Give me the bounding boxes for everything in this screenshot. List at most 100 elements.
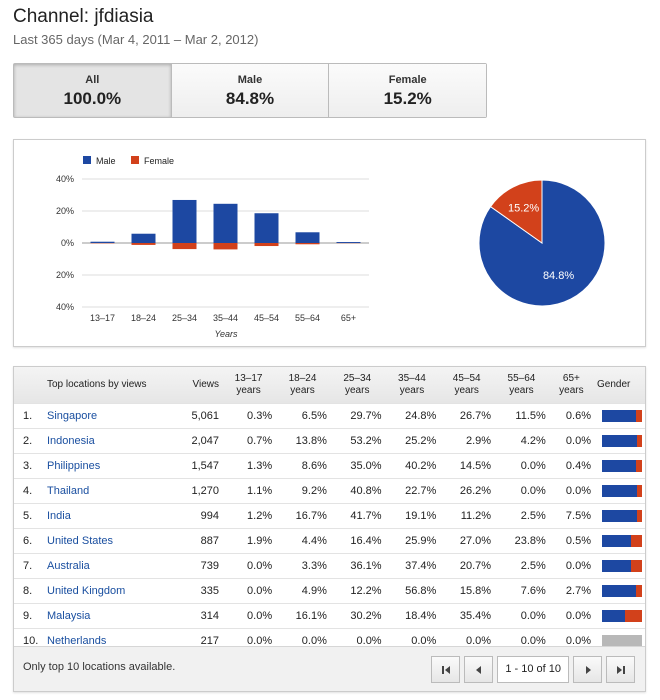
gender-female-segment bbox=[636, 409, 642, 422]
tab-all-label: All bbox=[85, 74, 100, 86]
table-row: 5. India 994 1.2% 16.7% 41.7% 19.1% 11.2% 2.5% 7.… bbox=[14, 503, 645, 528]
age-share-cell: 40.8% bbox=[350, 484, 382, 497]
age-share-cell: 11.5% bbox=[515, 409, 546, 422]
table-row: 1. Singapore 5,061 0.3% 6.5% 29.7% 24.8% 26.7% 1… bbox=[14, 403, 645, 428]
gender-female-segment bbox=[636, 434, 642, 447]
top-locations-table: Top locations by views Views 13–17 years… bbox=[14, 367, 645, 653]
location-link[interactable]: India bbox=[47, 509, 71, 522]
header-gender[interactable]: Gender bbox=[597, 378, 631, 390]
header-age-25-34[interactable]: 25–34 years bbox=[343, 372, 372, 396]
views-cell: 739 bbox=[200, 559, 219, 572]
tab-male-value: 84.8% bbox=[225, 89, 275, 108]
gender-male-segment bbox=[602, 484, 637, 497]
row-index: 8. bbox=[23, 584, 33, 597]
row-index: 6. bbox=[23, 534, 33, 547]
gender-cell bbox=[594, 453, 645, 478]
gender-female-segment bbox=[636, 584, 642, 597]
age-share-cell: 56.8% bbox=[405, 584, 437, 597]
header-views[interactable]: Views bbox=[192, 378, 220, 390]
age-share-cell: 0.7% bbox=[247, 434, 273, 447]
header-age-65-plus[interactable]: 65+ years bbox=[559, 372, 584, 396]
location-link[interactable]: Australia bbox=[47, 559, 90, 572]
age-share-cell: 0.0% bbox=[520, 459, 546, 472]
age-share-cell: 15.8% bbox=[459, 584, 492, 597]
location-link[interactable]: Malaysia bbox=[47, 609, 91, 622]
gender-male-segment bbox=[602, 584, 636, 597]
views-cell: 1,547 bbox=[191, 459, 219, 472]
tab-all-value: 100.0% bbox=[63, 89, 122, 108]
age-share-cell: 0.5% bbox=[565, 534, 591, 547]
age-share-cell: 4.4% bbox=[301, 534, 327, 547]
gender-cell bbox=[594, 528, 645, 553]
age-share-cell: 4.9% bbox=[301, 584, 327, 597]
first-page-icon bbox=[441, 665, 450, 674]
age-share-cell: 12.2% bbox=[350, 584, 382, 597]
gender-male-segment bbox=[602, 509, 637, 522]
age-share-cell: 8.6% bbox=[301, 459, 327, 472]
pie-slice-label: 15.2% bbox=[508, 202, 539, 214]
demographics-chart-panel: 40% 20% 0% 20% 40% 13–17 18–24 25–34 35–44 45–54 5… bbox=[13, 139, 646, 347]
tab-all[interactable]: All 100.0% bbox=[14, 64, 172, 117]
date-range-subtitle: Last 365 days (Mar 4, 2011 – Mar 2, 2012… bbox=[13, 32, 259, 47]
y-tick-label: 20% bbox=[56, 206, 74, 216]
location-link[interactable]: Philippines bbox=[47, 459, 101, 472]
age-share-cell: 26.2% bbox=[459, 484, 492, 497]
gender-unknown-segment bbox=[602, 634, 642, 647]
age-share-cell: 30.2% bbox=[350, 609, 382, 622]
gender-female-segment bbox=[636, 459, 642, 472]
age-share-cell: 0.0% bbox=[356, 634, 382, 647]
age-share-cell: 11.2% bbox=[460, 509, 492, 522]
y-tick-label: 40% bbox=[56, 302, 74, 312]
table-row: 10. Netherlands 217 0.0% 0.0% 0.0% 0.0% 0.0% 0.0… bbox=[14, 628, 645, 653]
table-row: 4. Thailand 1,270 1.1% 9.2% 40.8% 22.7% 26.2% 0.… bbox=[14, 478, 645, 503]
row-index: 1. bbox=[23, 409, 33, 422]
next-page-icon bbox=[585, 665, 591, 674]
row-index: 5. bbox=[23, 509, 33, 522]
location-link[interactable]: Thailand bbox=[47, 484, 90, 497]
age-share-cell: 0.0% bbox=[520, 484, 546, 497]
age-share-cell: 0.0% bbox=[565, 609, 591, 622]
age-share-cell: 0.0% bbox=[301, 634, 327, 647]
location-link[interactable]: Singapore bbox=[47, 409, 98, 422]
previous-page-button[interactable] bbox=[464, 656, 494, 683]
row-index: 10. bbox=[23, 634, 39, 647]
gender-cell bbox=[594, 428, 645, 453]
header-age-13-17[interactable]: 13–17 years bbox=[234, 372, 263, 396]
page-title: Channel: jfdiasia bbox=[13, 6, 154, 27]
gender-cell bbox=[594, 578, 645, 603]
locations-note: Only top 10 locations available. bbox=[23, 661, 176, 673]
age-share-cell: 25.2% bbox=[405, 434, 437, 447]
header-age-45-54[interactable]: 45–54 years bbox=[452, 372, 481, 396]
location-link[interactable]: Indonesia bbox=[47, 434, 95, 447]
age-share-cell: 0.6% bbox=[565, 409, 591, 422]
header-age-18-24[interactable]: 18–24 years bbox=[288, 372, 317, 396]
pie-slice-label: 84.8% bbox=[543, 270, 574, 282]
gender-female-segment bbox=[636, 484, 642, 497]
header-age-35-44[interactable]: 35–44 years bbox=[398, 372, 426, 396]
female-bar bbox=[172, 243, 197, 250]
last-page-button[interactable] bbox=[606, 656, 635, 683]
header-age-55-64[interactable]: 55–64 years bbox=[507, 372, 536, 396]
age-share-cell: 0.3% bbox=[247, 409, 273, 422]
location-link[interactable]: Netherlands bbox=[47, 634, 107, 647]
age-share-cell: 1.3% bbox=[247, 459, 273, 472]
age-share-cell: 25.9% bbox=[405, 534, 437, 547]
x-tick-label: 45–54 bbox=[254, 313, 279, 323]
x-tick-label: 65+ bbox=[341, 313, 356, 323]
table-header-row: Top locations by views Views 13–17 years… bbox=[14, 367, 645, 403]
age-share-cell: 0.0% bbox=[247, 634, 273, 647]
age-share-cell: 0.0% bbox=[520, 609, 546, 622]
row-index: 4. bbox=[23, 484, 33, 497]
location-link[interactable]: United States bbox=[47, 534, 114, 547]
age-share-cell: 0.0% bbox=[565, 434, 591, 447]
header-location[interactable]: Top locations by views bbox=[47, 378, 147, 390]
first-page-button[interactable] bbox=[431, 656, 461, 683]
age-share-cell: 0.0% bbox=[565, 559, 591, 572]
tab-male[interactable]: Male 84.8% bbox=[171, 64, 330, 117]
age-share-cell: 41.7% bbox=[350, 509, 382, 522]
views-cell: 217 bbox=[200, 634, 219, 647]
location-link[interactable]: United Kingdom bbox=[47, 584, 126, 597]
tab-female[interactable]: Female 15.2% bbox=[329, 64, 487, 117]
next-page-button[interactable] bbox=[573, 656, 602, 683]
row-index: 3. bbox=[23, 459, 33, 472]
